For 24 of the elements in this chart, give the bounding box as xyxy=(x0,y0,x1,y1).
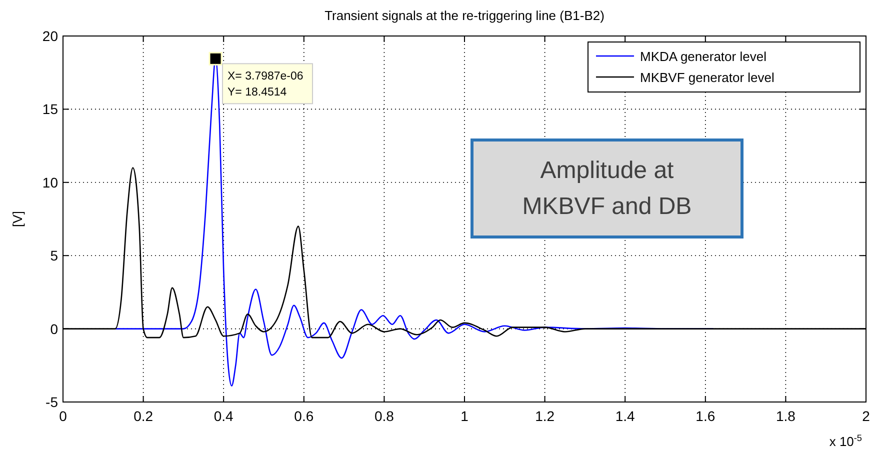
legend-label: MKDA generator level xyxy=(640,49,767,64)
legend-label: MKBVF generator level xyxy=(640,70,775,85)
x-tick-label: 1.2 xyxy=(535,408,555,424)
y-tick-label: -5 xyxy=(46,394,58,410)
y-tick-label: 0 xyxy=(50,320,58,337)
y-tick-label: 5 xyxy=(50,248,58,264)
x-tick-label: 2 xyxy=(862,408,870,424)
x-tick-label: 0.8 xyxy=(374,408,394,424)
y-tick-label: 10 xyxy=(42,174,58,190)
x-tick-label: 1.6 xyxy=(696,408,716,424)
annotation: Amplitude at MKBVF and DB xyxy=(522,157,692,220)
x-tick-label: 0.4 xyxy=(214,408,234,424)
x-tick-label: 0.2 xyxy=(134,408,154,424)
x-tick-label: 1.4 xyxy=(615,408,636,424)
x-tick-label: 1 xyxy=(460,408,469,424)
annotation: X= 3.7987e-06 Y= 18.4514 xyxy=(228,70,304,99)
chart-title: Transient signals at the re-triggering line (B1-B2) xyxy=(324,8,604,23)
y-tick-label: 20 xyxy=(42,28,58,44)
y-tick-label: 15 xyxy=(42,101,58,118)
y-axis-title: [V] xyxy=(10,211,25,227)
x-tick-label: 0.6 xyxy=(294,408,314,424)
text-box: Amplitude at MKBVF and DB xyxy=(470,138,744,238)
x-tick-label: 1.8 xyxy=(776,408,796,424)
text: x 10$^{-5}$ xyxy=(829,433,862,449)
